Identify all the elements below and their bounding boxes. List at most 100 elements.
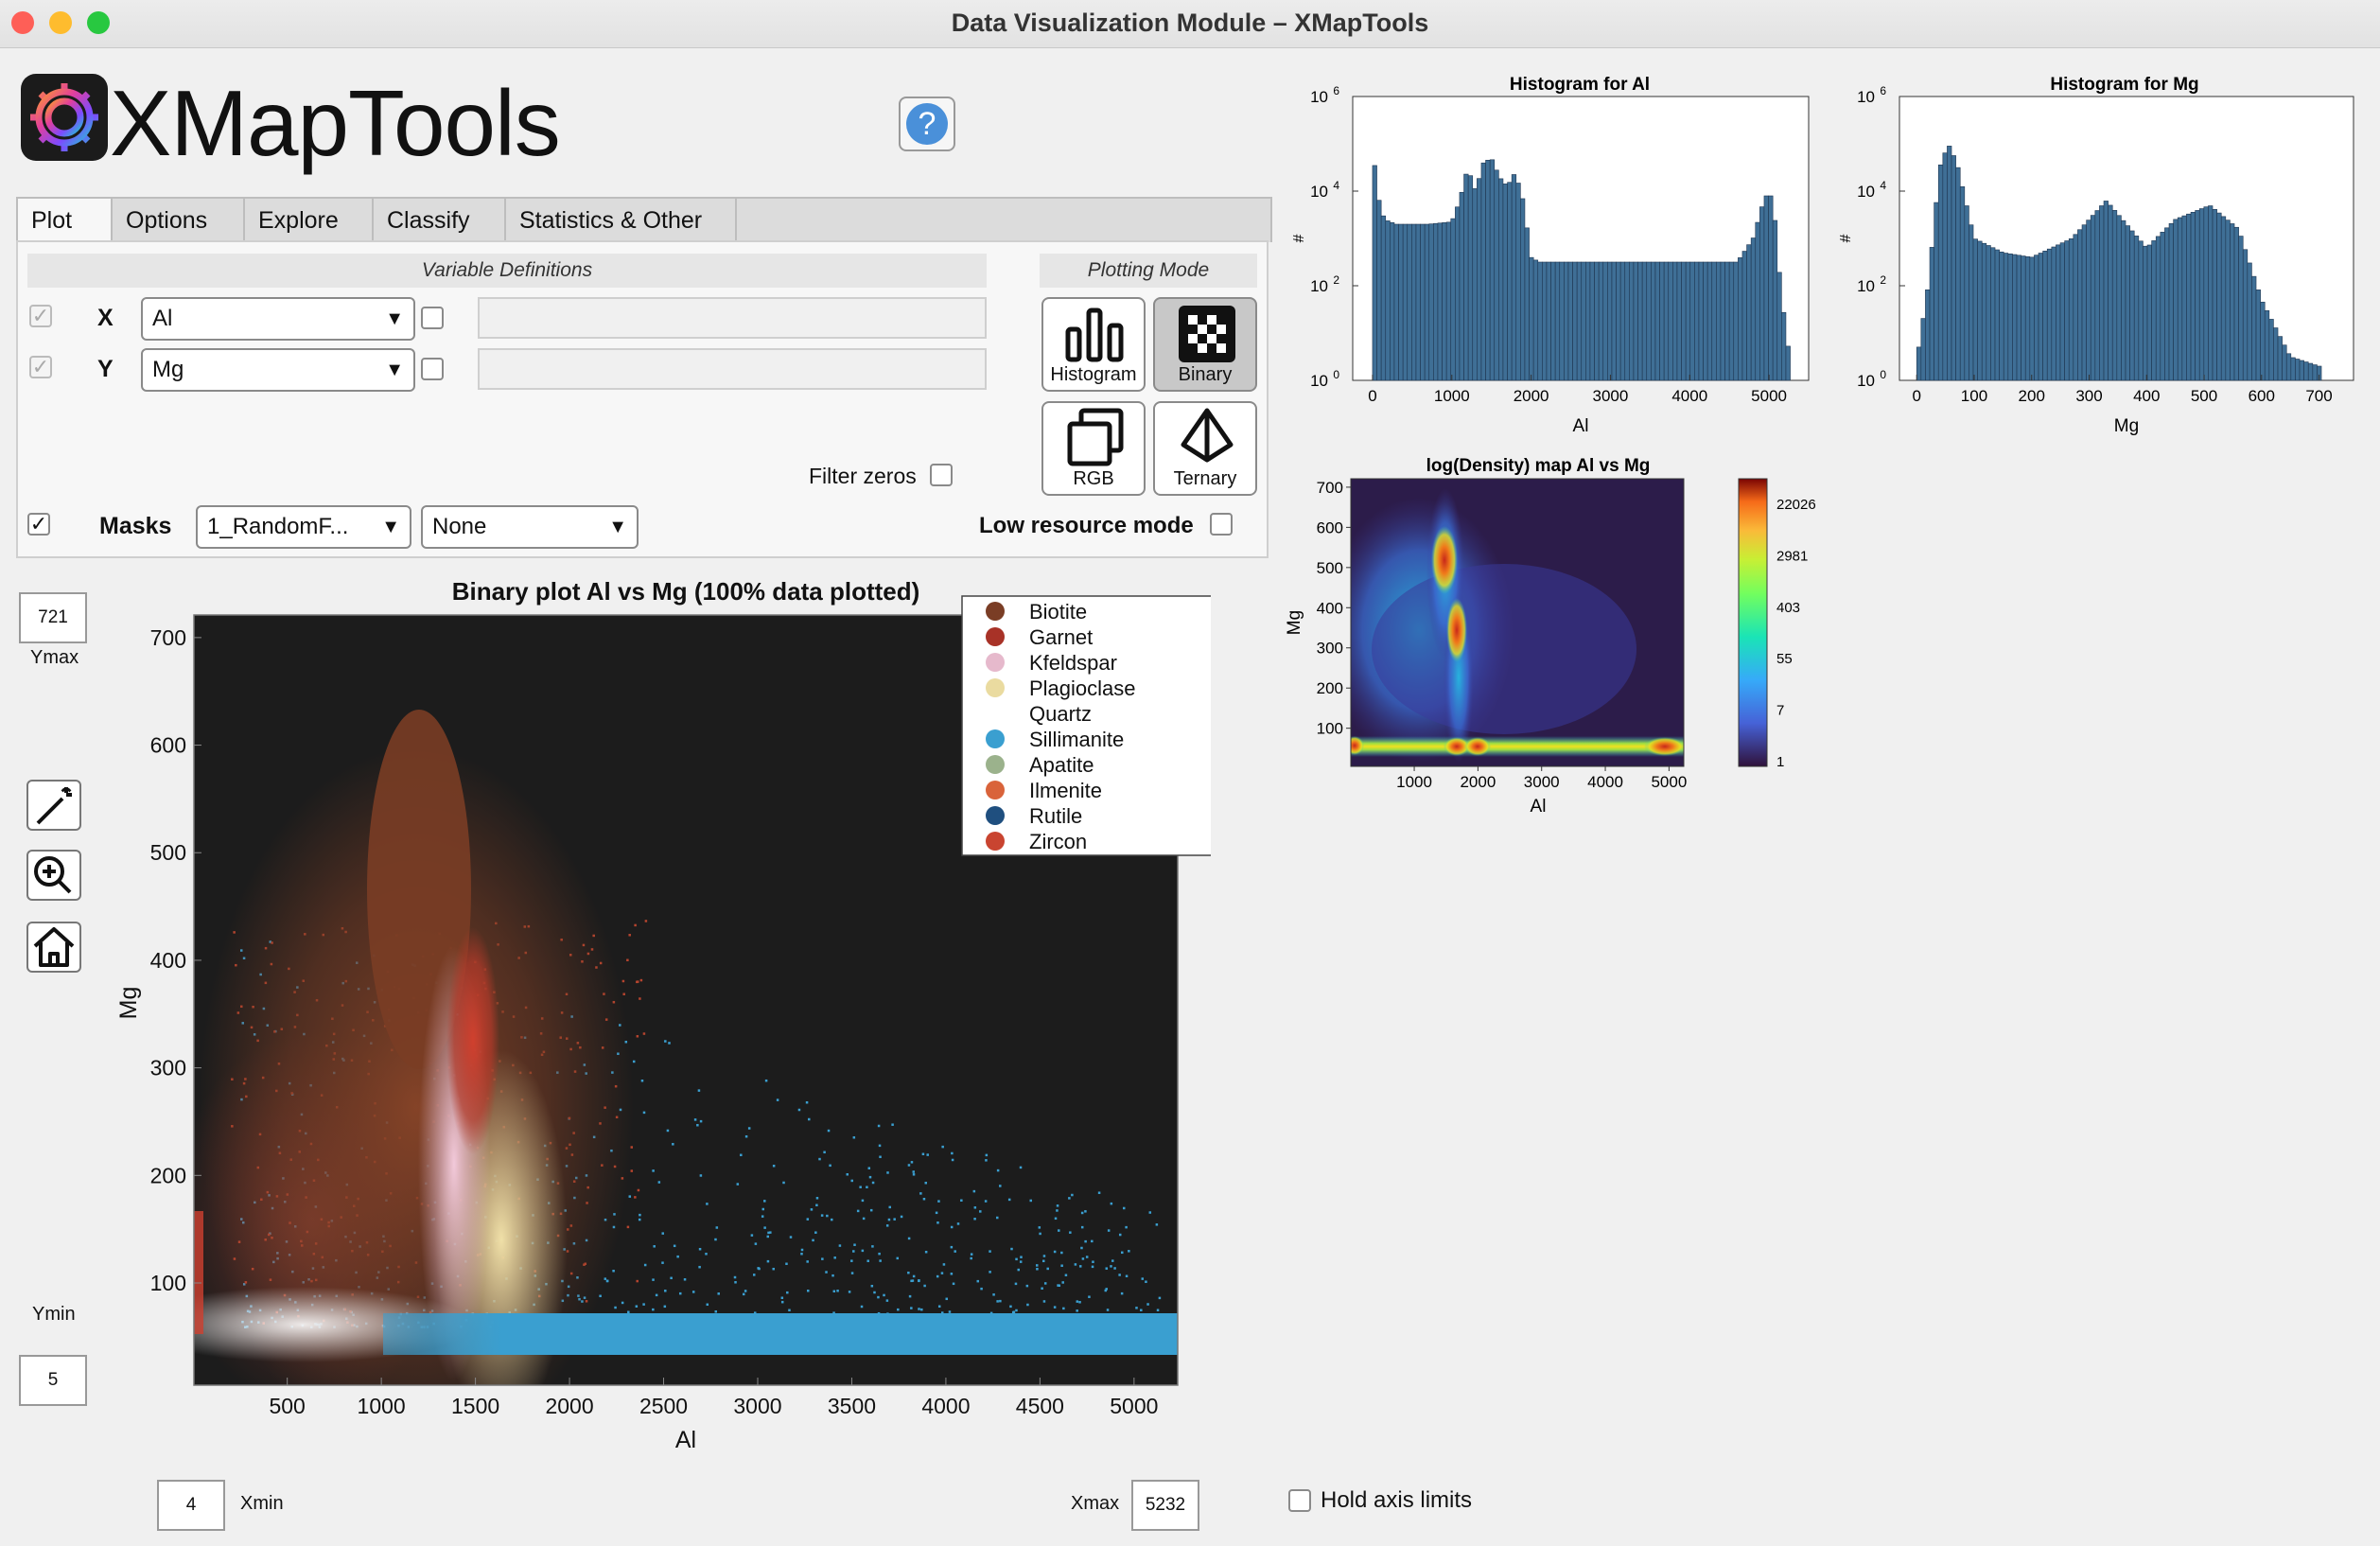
histogram-bar (1920, 318, 1926, 381)
sillimanite-point (1019, 1166, 1023, 1169)
masks-checkbox[interactable]: ✓ (27, 513, 50, 536)
density-map-frame (1350, 478, 1685, 767)
rgb-mode-button[interactable]: RGB (1041, 401, 1146, 496)
tab-classify[interactable]: Classify (374, 199, 506, 242)
zoom-in-button[interactable] (26, 850, 81, 901)
sillimanite-point (1121, 1251, 1124, 1255)
histogram-bar (1455, 206, 1461, 381)
sillimanite-point (1148, 1211, 1152, 1214)
histogram-bar (2299, 360, 2304, 381)
sillimanite-point (973, 1218, 976, 1221)
histogram-bar (1681, 261, 1687, 381)
legend-marker (986, 806, 1005, 825)
sillimanite-point (836, 1290, 839, 1292)
hold-axis-checkbox[interactable] (1288, 1489, 1311, 1512)
histogram-bar (2295, 359, 2301, 381)
histogram-bar (1951, 155, 1956, 381)
xmax-field[interactable]: 5232 (1131, 1480, 1199, 1531)
x-expression-field[interactable] (478, 297, 987, 339)
low-resource-checkbox[interactable] (1210, 513, 1233, 536)
filter-zeros-checkbox[interactable] (930, 464, 953, 486)
sillimanite-point (940, 1272, 944, 1274)
y-log-checkbox[interactable] (421, 358, 444, 380)
histogram-bar (1502, 184, 1508, 381)
magic-wand-button[interactable] (26, 780, 81, 831)
histogram-bar (1724, 261, 1730, 381)
ymax-field[interactable]: 721 (19, 592, 87, 643)
x-variable-dropdown[interactable]: Al ▼ (141, 297, 415, 341)
x-tick-label: 100 (1961, 387, 1987, 405)
y-tick-exponent: 6 (1333, 84, 1339, 97)
legend-label: Sillimanite (1029, 728, 1124, 751)
histogram-al[interactable]: Histogram for Al 0 1000 2000 3000 4000 5000 10… (1286, 66, 1835, 445)
help-button[interactable]: ? (899, 97, 955, 151)
y-variable-dropdown[interactable]: Mg ▼ (141, 348, 415, 392)
sillimanite-point (973, 1206, 977, 1209)
sillimanite-point (772, 1165, 776, 1168)
x-tick-label: 400 (2133, 387, 2160, 405)
sillimanite-point (826, 1214, 829, 1218)
histogram-bar (2077, 229, 2083, 381)
density-map[interactable]: log(Density) map Al vs Mg 1000 2000 3000 40… (1286, 450, 1845, 829)
histogram-bar (1947, 146, 1952, 381)
sillimanite-point (1105, 1267, 1109, 1270)
histogram-bar (1463, 173, 1469, 381)
maximize-window-button[interactable] (87, 11, 110, 34)
tab-explore[interactable]: Explore (245, 199, 374, 242)
histogram-bar (1564, 261, 1569, 381)
binary-mode-button[interactable]: Binary (1153, 297, 1257, 392)
sillimanite-point (672, 1143, 674, 1146)
x-enable-checkbox[interactable]: ✓ (29, 305, 52, 327)
ternary-mode-button[interactable]: Ternary (1153, 401, 1257, 496)
minimize-window-button[interactable] (49, 11, 72, 34)
sillimanite-point (1074, 1263, 1077, 1266)
sillimanite-point (764, 1079, 768, 1082)
y-enable-checkbox[interactable]: ✓ (29, 356, 52, 378)
ternary-pyramid-icon (1181, 408, 1234, 463)
sillimanite-point (893, 1218, 896, 1221)
histogram-bar (1589, 261, 1595, 381)
sillimanite-point (1125, 1274, 1129, 1278)
sillimanite-point (829, 1164, 831, 1168)
sillimanite-point (638, 1218, 641, 1221)
ymin-field[interactable]: 5 (19, 1355, 87, 1406)
histogram-bar (1654, 261, 1660, 381)
binary-y-ticks: 700 600 500 400 300 200 100 (150, 625, 201, 1295)
histogram-al-bars (1372, 159, 1791, 381)
legend-marker (986, 602, 1005, 621)
histogram-mode-button[interactable]: Histogram (1041, 297, 1146, 392)
mask-subset-dropdown[interactable]: None ▼ (421, 505, 639, 549)
histogram-bar (1668, 261, 1673, 381)
y-expression-field[interactable] (478, 348, 987, 390)
home-view-button[interactable] (26, 922, 81, 973)
binary-legend[interactable]: BiotiteGarnetKfeldsparPlagioclaseQuartzS… (961, 595, 1211, 856)
histogram-bar (1755, 221, 1760, 381)
tab-options[interactable]: Options (113, 199, 245, 242)
tab-statistics-other[interactable]: Statistics & Other (506, 199, 737, 242)
tab-plot[interactable]: Plot (18, 199, 113, 242)
histogram-bar (1746, 244, 1752, 381)
sillimanite-point (1097, 1191, 1101, 1194)
xmin-field[interactable]: 4 (157, 1480, 225, 1531)
sillimanite-point (653, 1245, 656, 1248)
sillimanite-point (984, 1200, 988, 1203)
binary-y-tick-label: 500 (150, 840, 186, 865)
sillimanite-point (747, 1127, 751, 1130)
x-log-checkbox[interactable] (421, 307, 444, 329)
histogram-bar (2195, 210, 2200, 381)
binary-plot[interactable]: Binary plot Al vs Mg (100% data plotted)… (95, 577, 1211, 1467)
mask-file-dropdown[interactable]: 1_RandomF... ▼ (196, 505, 411, 549)
sillimanite-point (733, 1275, 737, 1279)
rgb-mode-label: RGB (1073, 468, 1114, 489)
sillimanite-point (1076, 1300, 1079, 1303)
sillimanite-point (1036, 1268, 1039, 1271)
histogram-bar (2264, 310, 2270, 381)
histogram-bar (1629, 261, 1635, 381)
histogram-bar (1393, 223, 1399, 381)
sillimanite-point (788, 1309, 791, 1312)
close-window-button[interactable] (11, 11, 34, 34)
histogram-mg[interactable]: Histogram for Mg 0 100 200 300 400 500 600 7001… (1835, 66, 2380, 445)
legend-label: Garnet (1029, 625, 1093, 649)
histogram-bar (1689, 261, 1695, 381)
